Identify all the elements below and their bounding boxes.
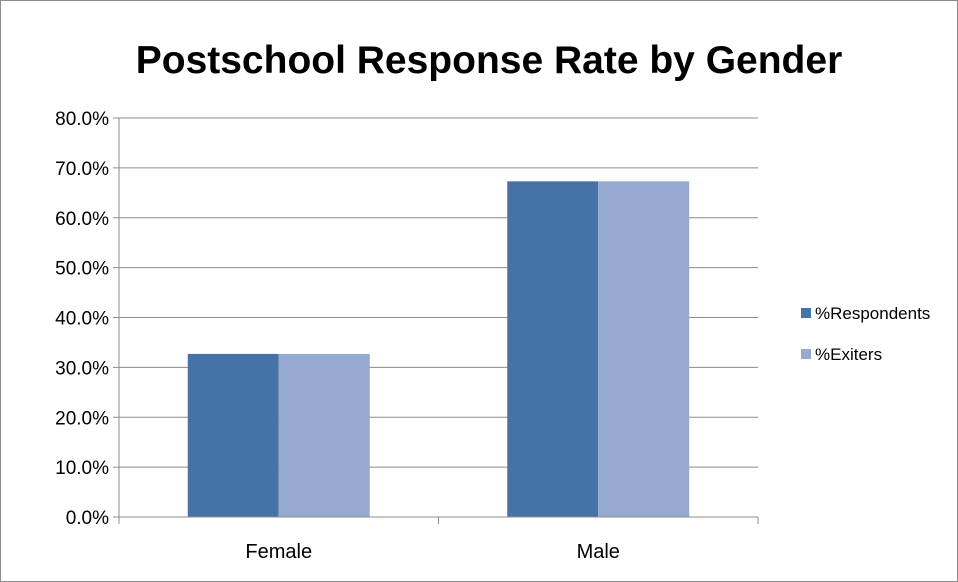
y-tick-label: 60.0% [55,209,109,230]
y-tick-label: 0.0% [66,508,109,529]
legend-label: %Respondents [815,304,930,323]
y-tick-label: 50.0% [55,259,109,280]
bar-exiters-female [278,353,370,517]
bar-respondents-female [187,353,279,517]
legend-label: %Exiters [815,345,882,364]
legend: %Respondents %Exiters [801,304,930,364]
y-tick-label: 40.0% [55,309,109,330]
axes [113,117,759,524]
y-axis-tick-labels: 0.0% 10.0% 20.0% 30.0% 40.0% 50.0% 60.0% 70.0% 8… [55,109,109,529]
x-category-label: Male [577,541,620,563]
bar-exiters-male [598,181,690,517]
x-category-label: Female [245,541,312,563]
y-tick-label: 30.0% [55,358,109,379]
legend-swatch [801,349,811,359]
y-tick-label: 10.0% [55,458,109,479]
y-tick-label: 20.0% [55,408,109,429]
x-axis-category-labels: Female Male [245,541,620,563]
y-tick-label: 80.0% [55,109,109,130]
bar-respondents-male [507,181,599,517]
y-tick-label: 70.0% [55,159,109,180]
legend-swatch [801,308,811,318]
bars [187,181,690,517]
chart-title: Postschool Response Rate by Gender [136,39,843,82]
